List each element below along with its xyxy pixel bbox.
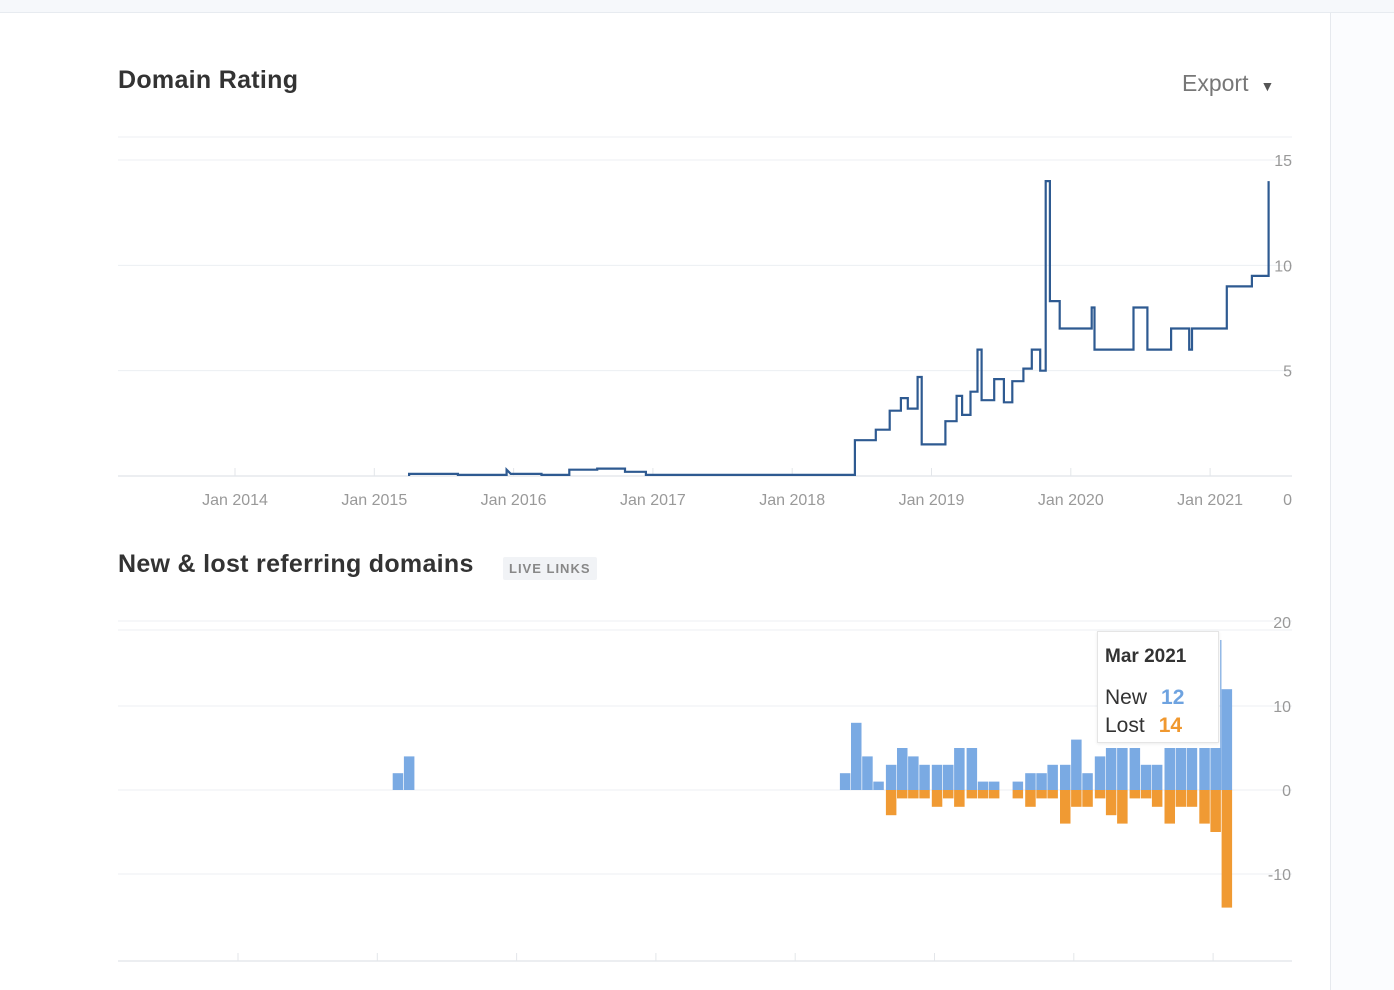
- new-domains-bar: [897, 748, 908, 790]
- lost-domains-bar: [1117, 790, 1128, 824]
- lost-domains-bar: [966, 790, 978, 799]
- new-domains-bar: [1151, 764, 1163, 790]
- new-domains-bar: [1199, 748, 1210, 790]
- top-bar: [0, 0, 1394, 13]
- lost-domains-bar: [988, 790, 1000, 799]
- lost-domains-bar: [977, 790, 989, 799]
- lost-domains-bar: [1071, 790, 1082, 807]
- tooltip-new-value: 12: [1161, 686, 1185, 709]
- new-domains-bar: [839, 773, 851, 790]
- bars-y-tick-label: -10: [1268, 867, 1291, 884]
- new-domains-bar: [931, 764, 943, 790]
- new-domains-bar: [1071, 739, 1082, 790]
- dr-y-tick-label: 10: [1274, 258, 1292, 275]
- new-domains-bar: [1105, 748, 1117, 790]
- new-domains-bar: [1082, 773, 1093, 790]
- new-domains-bar: [403, 756, 415, 790]
- lost-domains-bar: [1094, 790, 1106, 799]
- lost-domains-bar: [1012, 790, 1024, 799]
- lost-domains-bar: [1175, 790, 1187, 807]
- dr-x-tick-label: Jan 2019: [899, 492, 965, 509]
- tooltip-lost-label: Lost: [1105, 714, 1145, 737]
- live-links-badge: LIVE LINKS: [503, 557, 597, 580]
- referring-domains-title: New & lost referring domains: [118, 550, 474, 578]
- tooltip-title: Mar 2021: [1105, 646, 1187, 667]
- lost-domains-bar: [1151, 790, 1163, 807]
- dr-x-tick-label: Jan 2021: [1177, 492, 1243, 509]
- new-domains-bar: [1221, 689, 1233, 790]
- lost-domains-bar: [885, 790, 897, 816]
- dr-x-tick-label: Jan 2017: [620, 492, 686, 509]
- chart-card: [0, 13, 1331, 990]
- lost-domains-bar: [919, 790, 930, 799]
- new-domains-bar: [919, 764, 930, 790]
- lost-domains-bar: [943, 790, 954, 799]
- new-domains-bar: [977, 781, 989, 790]
- lost-domains-bar: [1129, 790, 1141, 799]
- tooltip-lost-value: 14: [1158, 714, 1183, 737]
- domain-rating-line: [408, 180, 1270, 476]
- bars-y-tick-label: 0: [1282, 783, 1291, 800]
- new-domains-bar: [988, 781, 1000, 790]
- dr-x-tick-label: Jan 2014: [202, 492, 268, 509]
- bars-y-tick-label: 10: [1273, 699, 1291, 716]
- new-domains-bar: [1175, 748, 1187, 790]
- dr-x-tick-label: Jan 2015: [341, 492, 407, 509]
- new-domains-bar: [851, 722, 862, 790]
- new-domains-bar: [1129, 748, 1141, 790]
- new-domains-bar: [1186, 748, 1198, 790]
- lost-domains-bar: [954, 790, 965, 807]
- new-domains-bar: [1036, 773, 1047, 790]
- dr-y-tick-label: 0: [1283, 492, 1292, 509]
- lost-domains-bar: [1210, 790, 1221, 832]
- lost-domains-bar: [1105, 790, 1117, 816]
- new-domains-bar: [1047, 764, 1058, 790]
- dr-x-tick-label: Jan 2016: [481, 492, 547, 509]
- dr-y-tick-label: 15: [1274, 153, 1292, 170]
- lost-domains-bar: [1082, 790, 1093, 807]
- lost-domains-bar: [931, 790, 943, 807]
- lost-domains-bar: [908, 790, 919, 799]
- lost-domains-bar: [897, 790, 908, 799]
- tooltip-new-label: New: [1105, 686, 1148, 709]
- export-button[interactable]: Export ▼: [1182, 70, 1274, 97]
- tooltip-new-row: New 12: [1105, 686, 1184, 710]
- new-domains-bar: [954, 748, 965, 790]
- caret-down-icon: ▼: [1260, 78, 1275, 94]
- new-domains-bar: [862, 756, 873, 790]
- lost-domains-bar: [1036, 790, 1047, 799]
- new-domains-bar: [1012, 781, 1024, 790]
- lost-domains-bar: [1047, 790, 1058, 799]
- bars-y-tick-label: 20: [1273, 615, 1291, 632]
- lost-domains-bar: [1199, 790, 1210, 824]
- new-domains-bar: [1094, 756, 1106, 790]
- new-domains-bar: [1060, 764, 1071, 790]
- new-domains-bar: [885, 764, 897, 790]
- lost-domains-bar: [1060, 790, 1071, 824]
- export-label: Export: [1182, 70, 1249, 96]
- new-domains-bar: [1164, 748, 1175, 790]
- new-domains-bar: [1117, 748, 1128, 790]
- dr-x-tick-label: Jan 2018: [759, 492, 825, 509]
- dr-x-tick-label: Jan 2020: [1038, 492, 1104, 509]
- new-domains-bar: [1210, 748, 1221, 790]
- lost-domains-bar: [1025, 790, 1036, 807]
- lost-domains-bar: [1140, 790, 1152, 799]
- new-domains-bar: [1140, 764, 1152, 790]
- domain-rating-title: Domain Rating: [118, 66, 299, 94]
- new-domains-bar: [1025, 773, 1036, 790]
- lost-domains-bar: [1186, 790, 1198, 807]
- lost-domains-bar: [1164, 790, 1175, 824]
- new-domains-bar: [908, 756, 919, 790]
- new-domains-bar: [873, 781, 884, 790]
- chart-tooltip: Mar 2021 New 12 Lost 14: [1097, 631, 1219, 743]
- new-domains-bar: [392, 773, 404, 790]
- new-domains-bar: [966, 748, 978, 790]
- tooltip-lost-row: Lost 14: [1105, 714, 1182, 738]
- lost-domains-bar: [1221, 790, 1233, 908]
- new-domains-bar: [943, 764, 954, 790]
- dr-y-tick-label: 5: [1283, 364, 1292, 381]
